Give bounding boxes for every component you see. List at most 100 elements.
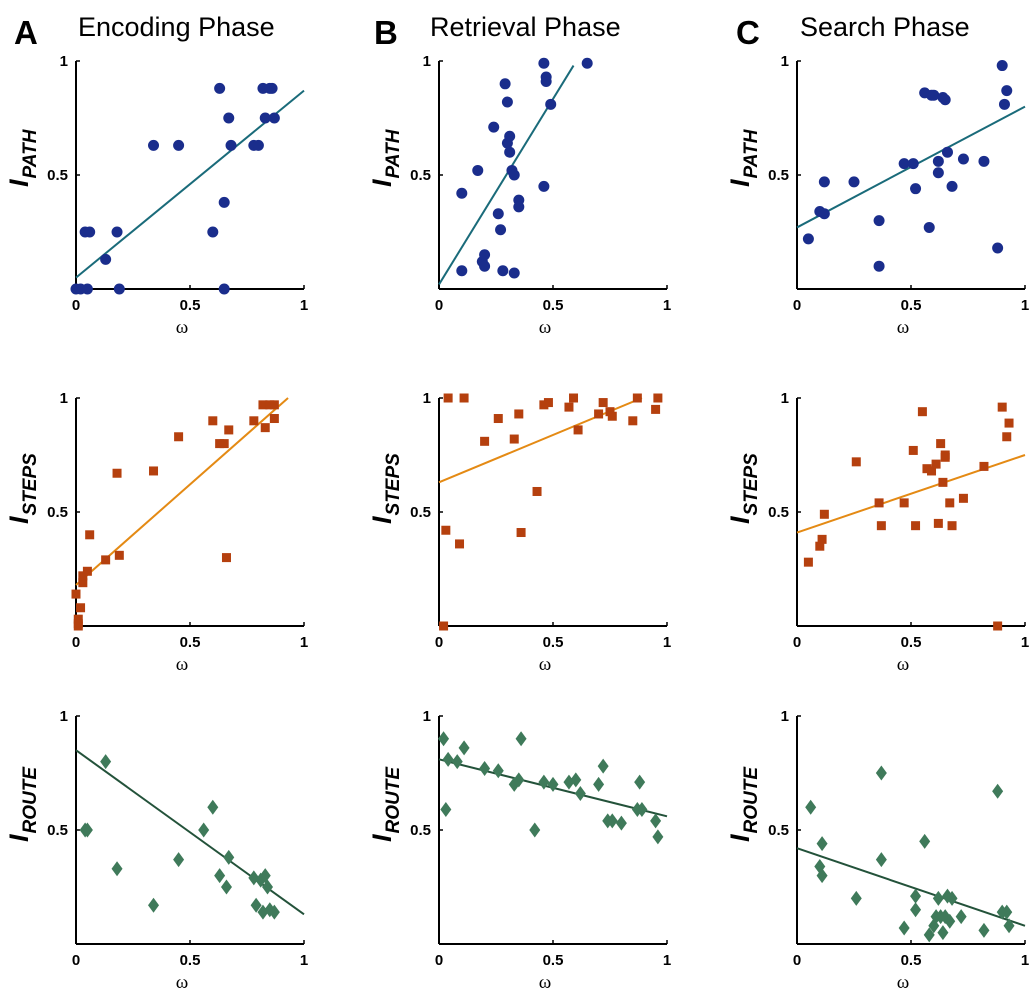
data-point: [922, 464, 932, 474]
x-tick-label: 1: [663, 634, 671, 651]
y-axis-label-main: I: [4, 516, 34, 524]
panel-letter-b: B: [374, 14, 398, 51]
x-axis-label: ω: [539, 654, 552, 675]
x-tick-label: 0.5: [543, 952, 564, 969]
data-point: [932, 167, 944, 179]
x-tick-label: 0: [435, 634, 443, 651]
data-point: [479, 760, 491, 776]
data-point: [479, 249, 491, 261]
data-point: [573, 425, 583, 435]
data-point: [73, 621, 83, 631]
data-point: [78, 578, 88, 588]
x-tick-label: 0.5: [901, 634, 922, 651]
y-axis-label-sub: STEPS: [20, 453, 41, 516]
y-axis-label: ISTEPS: [725, 453, 762, 524]
panel-c-path: 0 0.5 1 0.5 1 ω IPATH: [725, 53, 1029, 338]
data-point: [569, 393, 579, 403]
y-axis-label-main: I: [367, 516, 397, 524]
x-axis-label: ω: [539, 972, 552, 992]
data-point: [545, 98, 557, 110]
data-point: [928, 89, 940, 101]
data-point: [442, 751, 454, 767]
y-axis-label-sub: PATH: [741, 128, 762, 178]
data-point: [513, 772, 525, 788]
y-tick-label: 1: [781, 390, 789, 407]
data-point: [508, 169, 520, 181]
data-point: [932, 890, 944, 906]
y-tick-label: 1: [423, 708, 431, 725]
data-point: [540, 76, 552, 88]
y-tick-label: 0.5: [768, 504, 789, 521]
data-point: [495, 224, 507, 236]
data-point: [911, 521, 921, 531]
y-axis-label-sub: ROUTE: [383, 766, 404, 834]
data-point: [539, 400, 549, 410]
data-point: [632, 393, 642, 403]
y-axis-label-sub: PATH: [20, 128, 41, 178]
data-point: [597, 758, 609, 774]
x-tick-label: 0.5: [543, 634, 564, 651]
y-tick-label: 1: [781, 708, 789, 725]
y-axis-label: ISTEPS: [367, 453, 404, 524]
y-axis-label: IPATH: [367, 128, 404, 187]
data-point: [653, 393, 663, 403]
y-axis-label: IPATH: [4, 128, 41, 187]
data-point: [451, 754, 463, 770]
y-tick-label: 0.5: [768, 167, 789, 184]
data-point: [819, 509, 829, 519]
data-point: [997, 402, 1007, 412]
x-axis-label: ω: [897, 317, 910, 338]
data-point: [456, 265, 468, 277]
data-point: [875, 765, 887, 781]
data-point: [101, 555, 111, 565]
data-point: [504, 130, 516, 142]
y-tick-label: 0.5: [410, 822, 431, 839]
x-tick-label: 1: [663, 952, 671, 969]
data-point: [979, 461, 989, 471]
data-point: [910, 902, 922, 918]
data-point: [223, 849, 235, 865]
y-axis-label-main: I: [367, 179, 397, 187]
data-point: [945, 498, 955, 508]
data-point: [472, 164, 484, 176]
data-point: [944, 913, 956, 929]
data-point: [933, 518, 943, 528]
data-point: [480, 436, 490, 446]
data-point: [1003, 918, 1015, 934]
data-point: [207, 799, 219, 815]
data-point: [874, 498, 884, 508]
data-point: [514, 409, 524, 419]
data-point: [910, 888, 922, 904]
y-tick-label: 1: [423, 53, 431, 70]
data-point: [268, 112, 280, 124]
data-point: [149, 466, 159, 476]
x-tick-label: 0: [435, 297, 443, 314]
data-point: [198, 822, 210, 838]
data-point: [440, 801, 452, 817]
x-tick-label: 0.5: [180, 297, 201, 314]
y-axis-label-main: I: [725, 516, 755, 524]
data-point: [71, 589, 81, 599]
data-point: [936, 439, 946, 449]
data-point: [634, 774, 646, 790]
data-point: [538, 180, 550, 192]
data-point: [497, 265, 509, 277]
data-point: [112, 468, 122, 478]
data-point: [78, 571, 88, 581]
data-point: [650, 813, 662, 829]
data-point: [605, 407, 615, 417]
y-axis-label: IPATH: [725, 128, 762, 187]
data-point: [570, 772, 582, 788]
data-point: [208, 416, 218, 426]
data-point: [173, 139, 185, 151]
data-point: [148, 139, 160, 151]
data-point: [547, 776, 559, 792]
data-point: [81, 822, 93, 838]
x-axis-label: ω: [176, 972, 189, 992]
data-point: [817, 534, 827, 544]
data-point: [923, 221, 935, 233]
data-point: [220, 879, 232, 895]
data-point: [992, 242, 1004, 254]
x-tick-label: 1: [663, 297, 671, 314]
data-point: [224, 425, 234, 435]
